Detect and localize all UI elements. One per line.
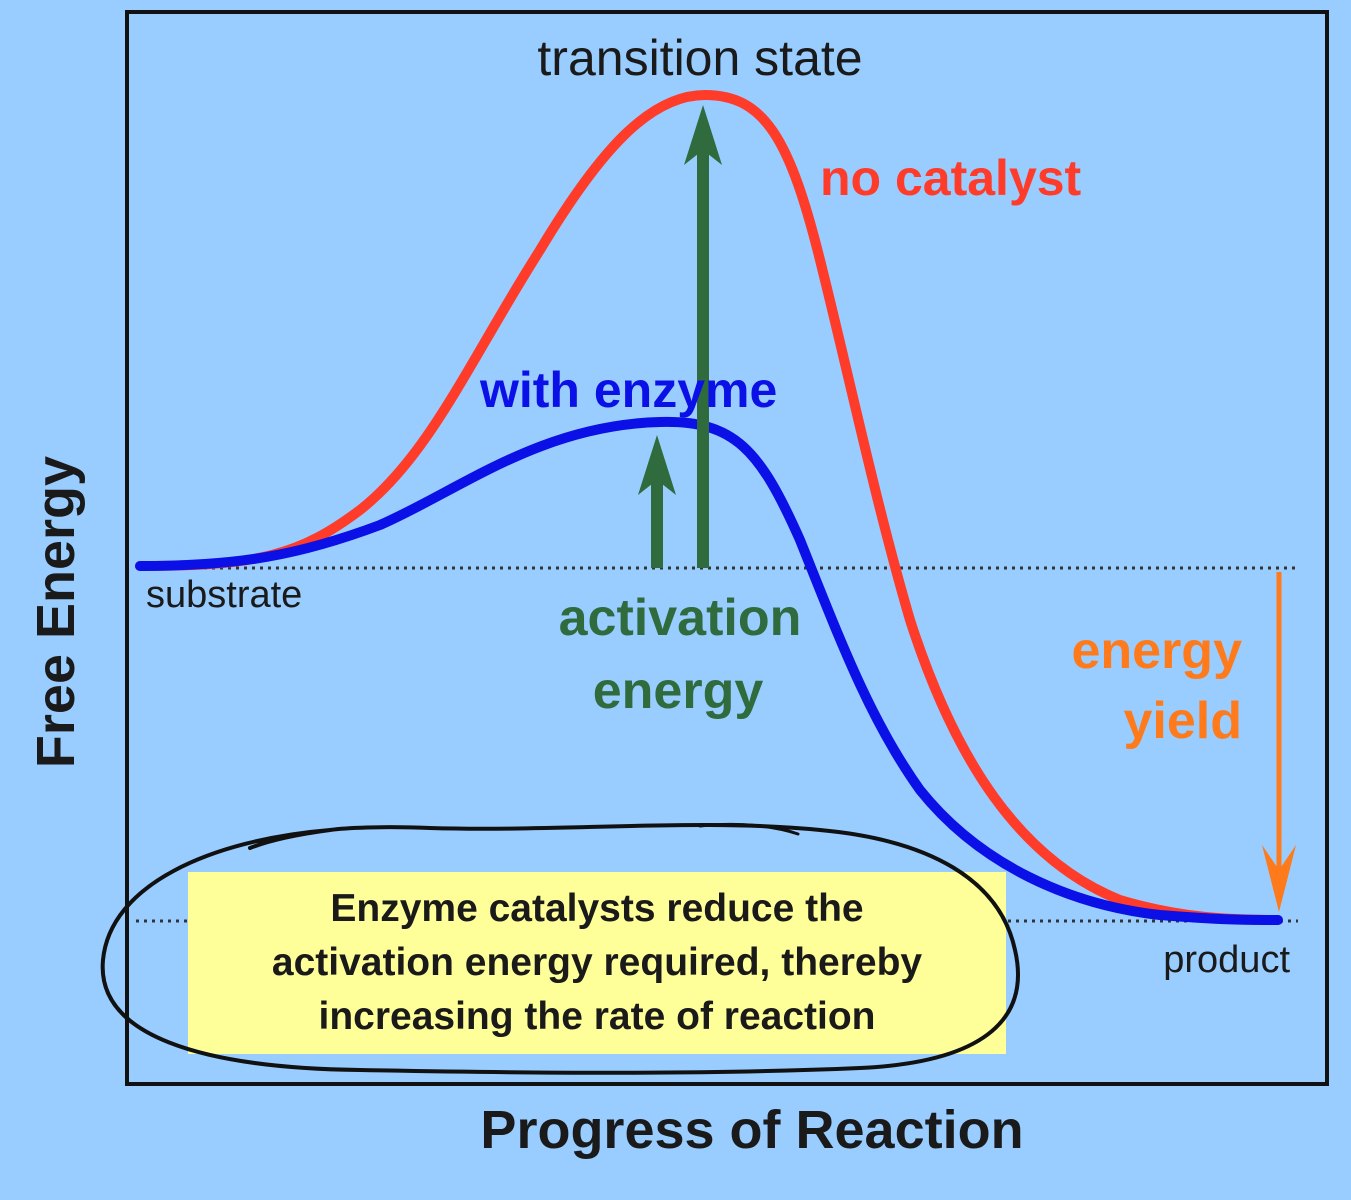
energy-yield-label-line1: energy (1071, 622, 1242, 680)
with-enzyme-label: with enzyme (479, 362, 777, 418)
energy-yield-arrow (1262, 572, 1296, 912)
activation-energy-label-line2: energy (593, 662, 764, 720)
note-line-2: activation energy required, thereby (271, 941, 923, 984)
no-catalyst-curve (135, 89, 1283, 925)
product-label: product (1163, 939, 1290, 981)
substrate-label: substrate (146, 574, 302, 616)
note-line-3: increasing the rate of reaction (318, 995, 876, 1038)
activation-arrow-no-catalyst (684, 105, 722, 568)
energy-yield-label-line2: yield (1124, 692, 1243, 750)
activation-energy-label-line1: activation (559, 589, 802, 647)
transition-state-label: transition state (537, 30, 862, 86)
no-catalyst-label: no catalyst (820, 150, 1082, 206)
x-axis-label: Progress of Reaction (480, 1100, 1023, 1160)
activation-arrow-enzyme (638, 435, 676, 568)
enzyme-curve (135, 416, 1283, 925)
y-axis-label: Free Energy (26, 456, 86, 768)
note-box: Enzyme catalysts reduce the activation e… (188, 872, 1006, 1054)
note-line-1: Enzyme catalysts reduce the (330, 887, 864, 930)
